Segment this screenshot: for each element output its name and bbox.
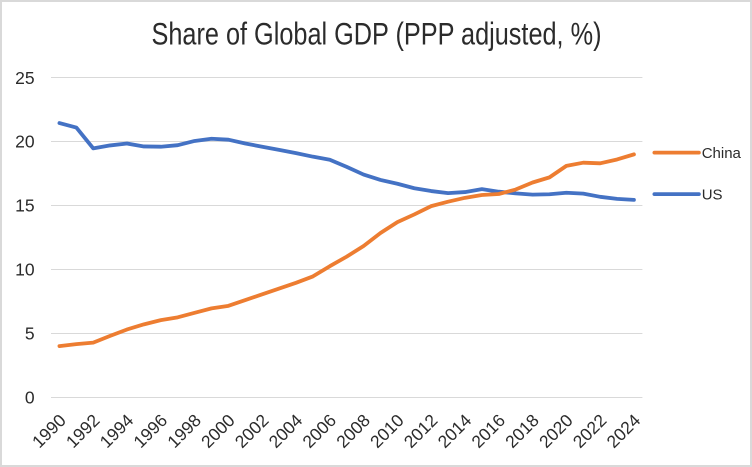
svg-text:15: 15 <box>15 196 34 216</box>
svg-text:Share of Global GDP (PPP adjus: Share of Global GDP (PPP adjusted, %) <box>152 16 602 52</box>
svg-text:China: China <box>702 145 742 162</box>
svg-text:20: 20 <box>15 132 35 152</box>
svg-text:5: 5 <box>25 323 35 343</box>
svg-text:25: 25 <box>15 68 34 88</box>
svg-text:US: US <box>702 186 723 203</box>
svg-text:10: 10 <box>15 260 35 280</box>
svg-text:0: 0 <box>25 387 35 407</box>
